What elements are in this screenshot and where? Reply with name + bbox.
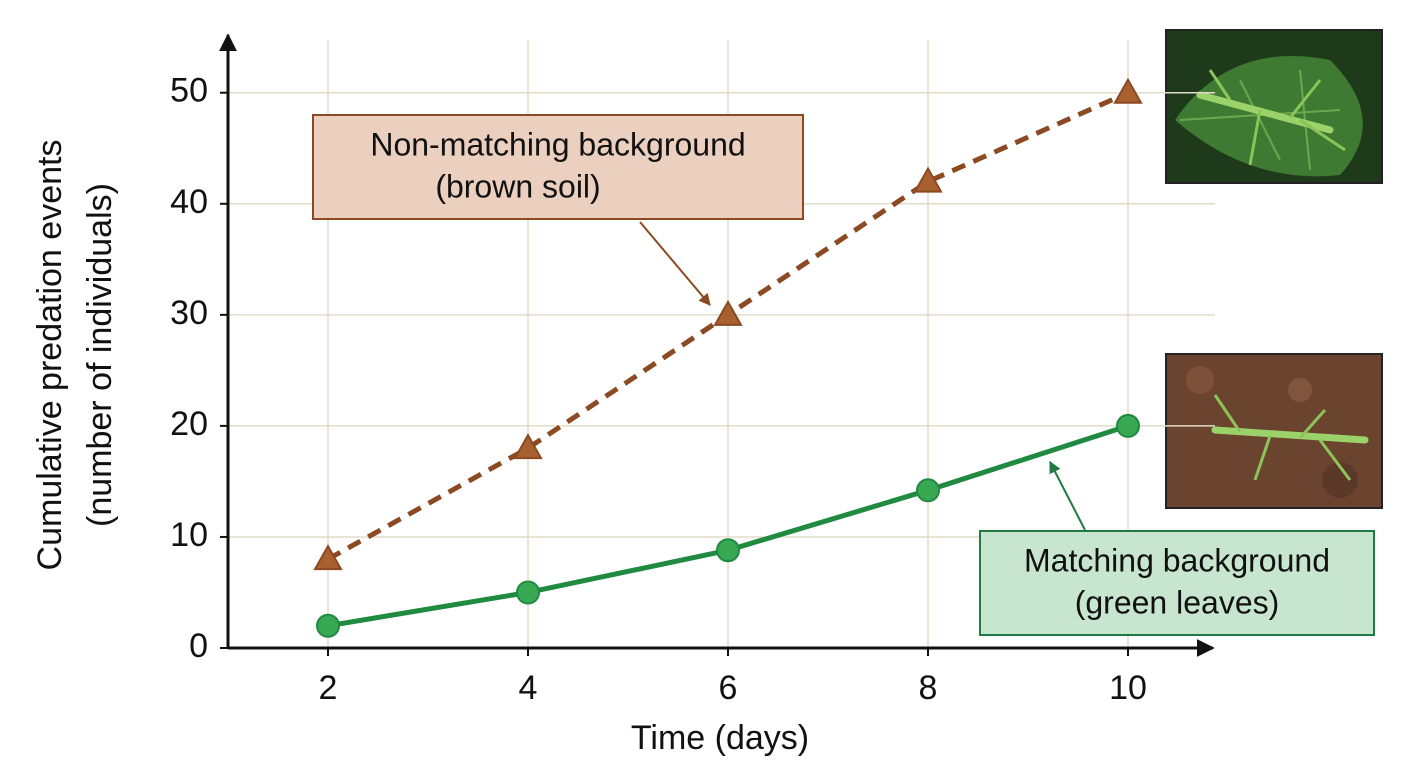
marker — [513, 433, 543, 460]
y-tick-label: 40 — [170, 183, 208, 221]
marker — [1113, 77, 1143, 104]
marker — [716, 538, 740, 563]
y-tick-label: 20 — [170, 405, 208, 443]
marker — [913, 166, 943, 193]
y-tick-label: 50 — [170, 72, 208, 110]
photo-leaves — [1165, 29, 1383, 184]
x-tick-label: 4 — [519, 669, 538, 707]
annotation-arrow — [639, 221, 711, 306]
annotation-text: Matching background — [1024, 542, 1330, 578]
annotation-box — [979, 530, 1375, 636]
x-tick-label: 6 — [719, 669, 738, 707]
marker — [516, 580, 540, 605]
y-tick-label: 0 — [189, 627, 208, 665]
annotation-text: (green leaves) — [1075, 584, 1280, 620]
marker — [316, 613, 340, 638]
photo-soil — [1165, 353, 1383, 509]
annotation-text: Non-matching background — [370, 126, 745, 162]
marker — [1116, 413, 1140, 438]
y-axis-label: Cumulative predation events — [31, 140, 69, 571]
marker — [313, 544, 343, 571]
x-tick-label: 2 — [319, 669, 338, 707]
y-tick-label: 30 — [170, 294, 208, 332]
annotation-box — [312, 114, 804, 220]
y-axis-label: (number of individuals) — [81, 183, 119, 527]
marker — [713, 299, 743, 326]
marker — [916, 478, 940, 503]
annotation-text: (brown soil) — [435, 168, 600, 204]
y-tick-label: 10 — [170, 516, 208, 554]
annotation-arrow — [1049, 460, 1086, 531]
x-tick-label: 8 — [919, 669, 938, 707]
x-axis-label: Time (days) — [631, 719, 809, 757]
x-tick-label: 10 — [1109, 669, 1147, 707]
